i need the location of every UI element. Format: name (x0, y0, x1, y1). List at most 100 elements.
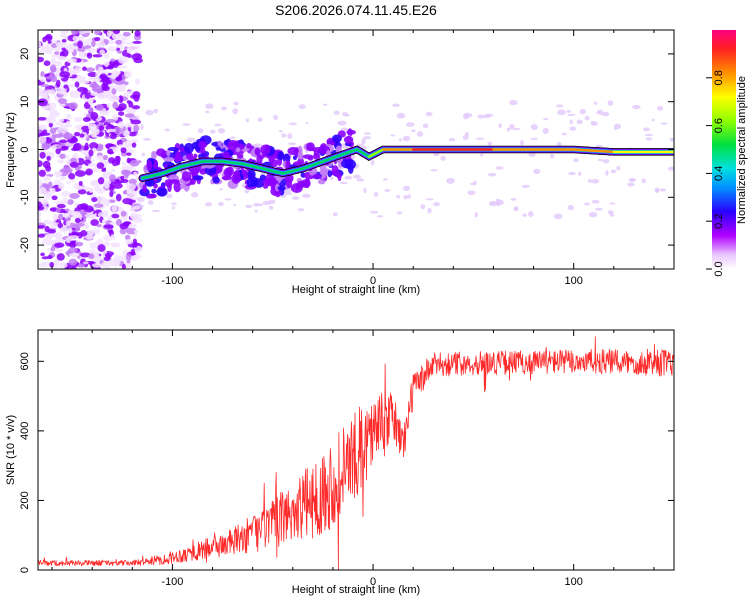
noise-speck (41, 238, 53, 246)
noise-speck (68, 227, 73, 234)
noise-speck (576, 119, 583, 125)
signal-blob (312, 153, 321, 160)
noise-speck (38, 216, 42, 223)
noise-speck (528, 152, 536, 157)
noise-speck (269, 205, 274, 210)
noise-speck (209, 129, 216, 134)
noise-speck (78, 51, 84, 57)
noise-speck (87, 97, 94, 106)
noise-speck (100, 73, 107, 79)
noise-speck (70, 157, 77, 163)
noise-speck (111, 32, 121, 40)
colorbar-tick-label: 0.4 (713, 166, 725, 181)
noise-speck (96, 224, 102, 228)
colorbar-gradient (712, 30, 736, 269)
noise-speck (627, 182, 635, 187)
noise-speck (573, 158, 579, 163)
noise-speck (53, 109, 58, 115)
noise-speck (479, 153, 484, 157)
noise-speck (109, 133, 117, 140)
noise-speck (63, 165, 71, 174)
noise-speck (254, 209, 258, 213)
noise-speck (495, 201, 501, 207)
noise-speck (171, 205, 175, 210)
noise-speck (55, 79, 61, 88)
noise-speck (84, 213, 95, 218)
noise-speck (141, 152, 146, 157)
noise-speck (654, 187, 660, 193)
noise-speck (120, 147, 127, 154)
noise-speck (124, 113, 135, 118)
signal-blob (193, 153, 198, 159)
noise-speck (128, 183, 136, 190)
noise-speck (79, 133, 85, 138)
noise-speck (446, 177, 455, 184)
noise-speck (369, 210, 379, 214)
noise-speck (47, 255, 53, 260)
noise-speck (609, 202, 616, 205)
noise-speck (111, 168, 116, 173)
noise-speck (42, 175, 51, 181)
noise-speck (133, 241, 138, 248)
signal-blob (256, 154, 263, 165)
noise-speck (278, 130, 283, 133)
noise-speck (94, 37, 101, 42)
noise-speck (51, 187, 56, 194)
noise-speck (475, 137, 485, 141)
noise-speck (356, 143, 364, 147)
noise-speck (101, 168, 107, 173)
noise-speck (125, 72, 132, 79)
noise-speck (103, 209, 109, 218)
noise-speck (56, 203, 66, 209)
noise-speck (530, 124, 538, 130)
noise-speck (131, 53, 143, 61)
colorbar-ticks: 0.0 0.2 0.4 0.6 0.8 (706, 70, 725, 277)
noise-speck (405, 122, 415, 127)
track-core-segment (367, 148, 385, 158)
noise-speck (107, 46, 117, 52)
noise-speck (57, 125, 69, 133)
noise-speck (584, 115, 590, 121)
noise-speck (513, 206, 519, 212)
spectrogram-ytick-label: 10 (19, 96, 31, 108)
noise-speck (555, 104, 564, 108)
noise-speck (113, 126, 123, 135)
noise-speck (40, 84, 49, 88)
noise-speck (217, 201, 224, 207)
noise-speck (88, 253, 95, 260)
noise-speck (53, 133, 64, 139)
noise-speck (430, 168, 438, 172)
noise-speck (103, 224, 114, 229)
noise-speck (520, 140, 524, 146)
noise-speck (38, 124, 48, 130)
noise-speck (38, 169, 46, 177)
noise-speck (116, 139, 123, 146)
noise-speck (591, 121, 598, 126)
noise-speck (641, 178, 646, 184)
noise-speck (370, 159, 375, 166)
signal-blob (270, 159, 278, 168)
noise-speck (77, 263, 86, 268)
signal-blob (236, 153, 244, 159)
noise-speck (107, 215, 113, 221)
noise-speck (61, 38, 67, 43)
noise-speck (122, 31, 131, 37)
signal-blob (311, 147, 323, 153)
noise-speck (73, 116, 83, 123)
noise-speck (288, 122, 297, 126)
noise-speck (65, 220, 71, 227)
noise-speck (77, 40, 83, 49)
noise-speck (48, 113, 57, 120)
spectrogram-ytick-label: -10 (19, 189, 31, 205)
noise-speck (339, 181, 349, 185)
noise-speck (67, 58, 77, 64)
signal-blob (179, 183, 185, 190)
noise-speck (47, 220, 57, 225)
noise-speck (95, 71, 101, 79)
noise-speck (112, 258, 118, 267)
noise-speck (126, 46, 133, 53)
noise-speck (204, 110, 210, 114)
noise-speck (285, 192, 293, 196)
signal-blob (166, 148, 171, 158)
noise-speck (108, 157, 116, 164)
